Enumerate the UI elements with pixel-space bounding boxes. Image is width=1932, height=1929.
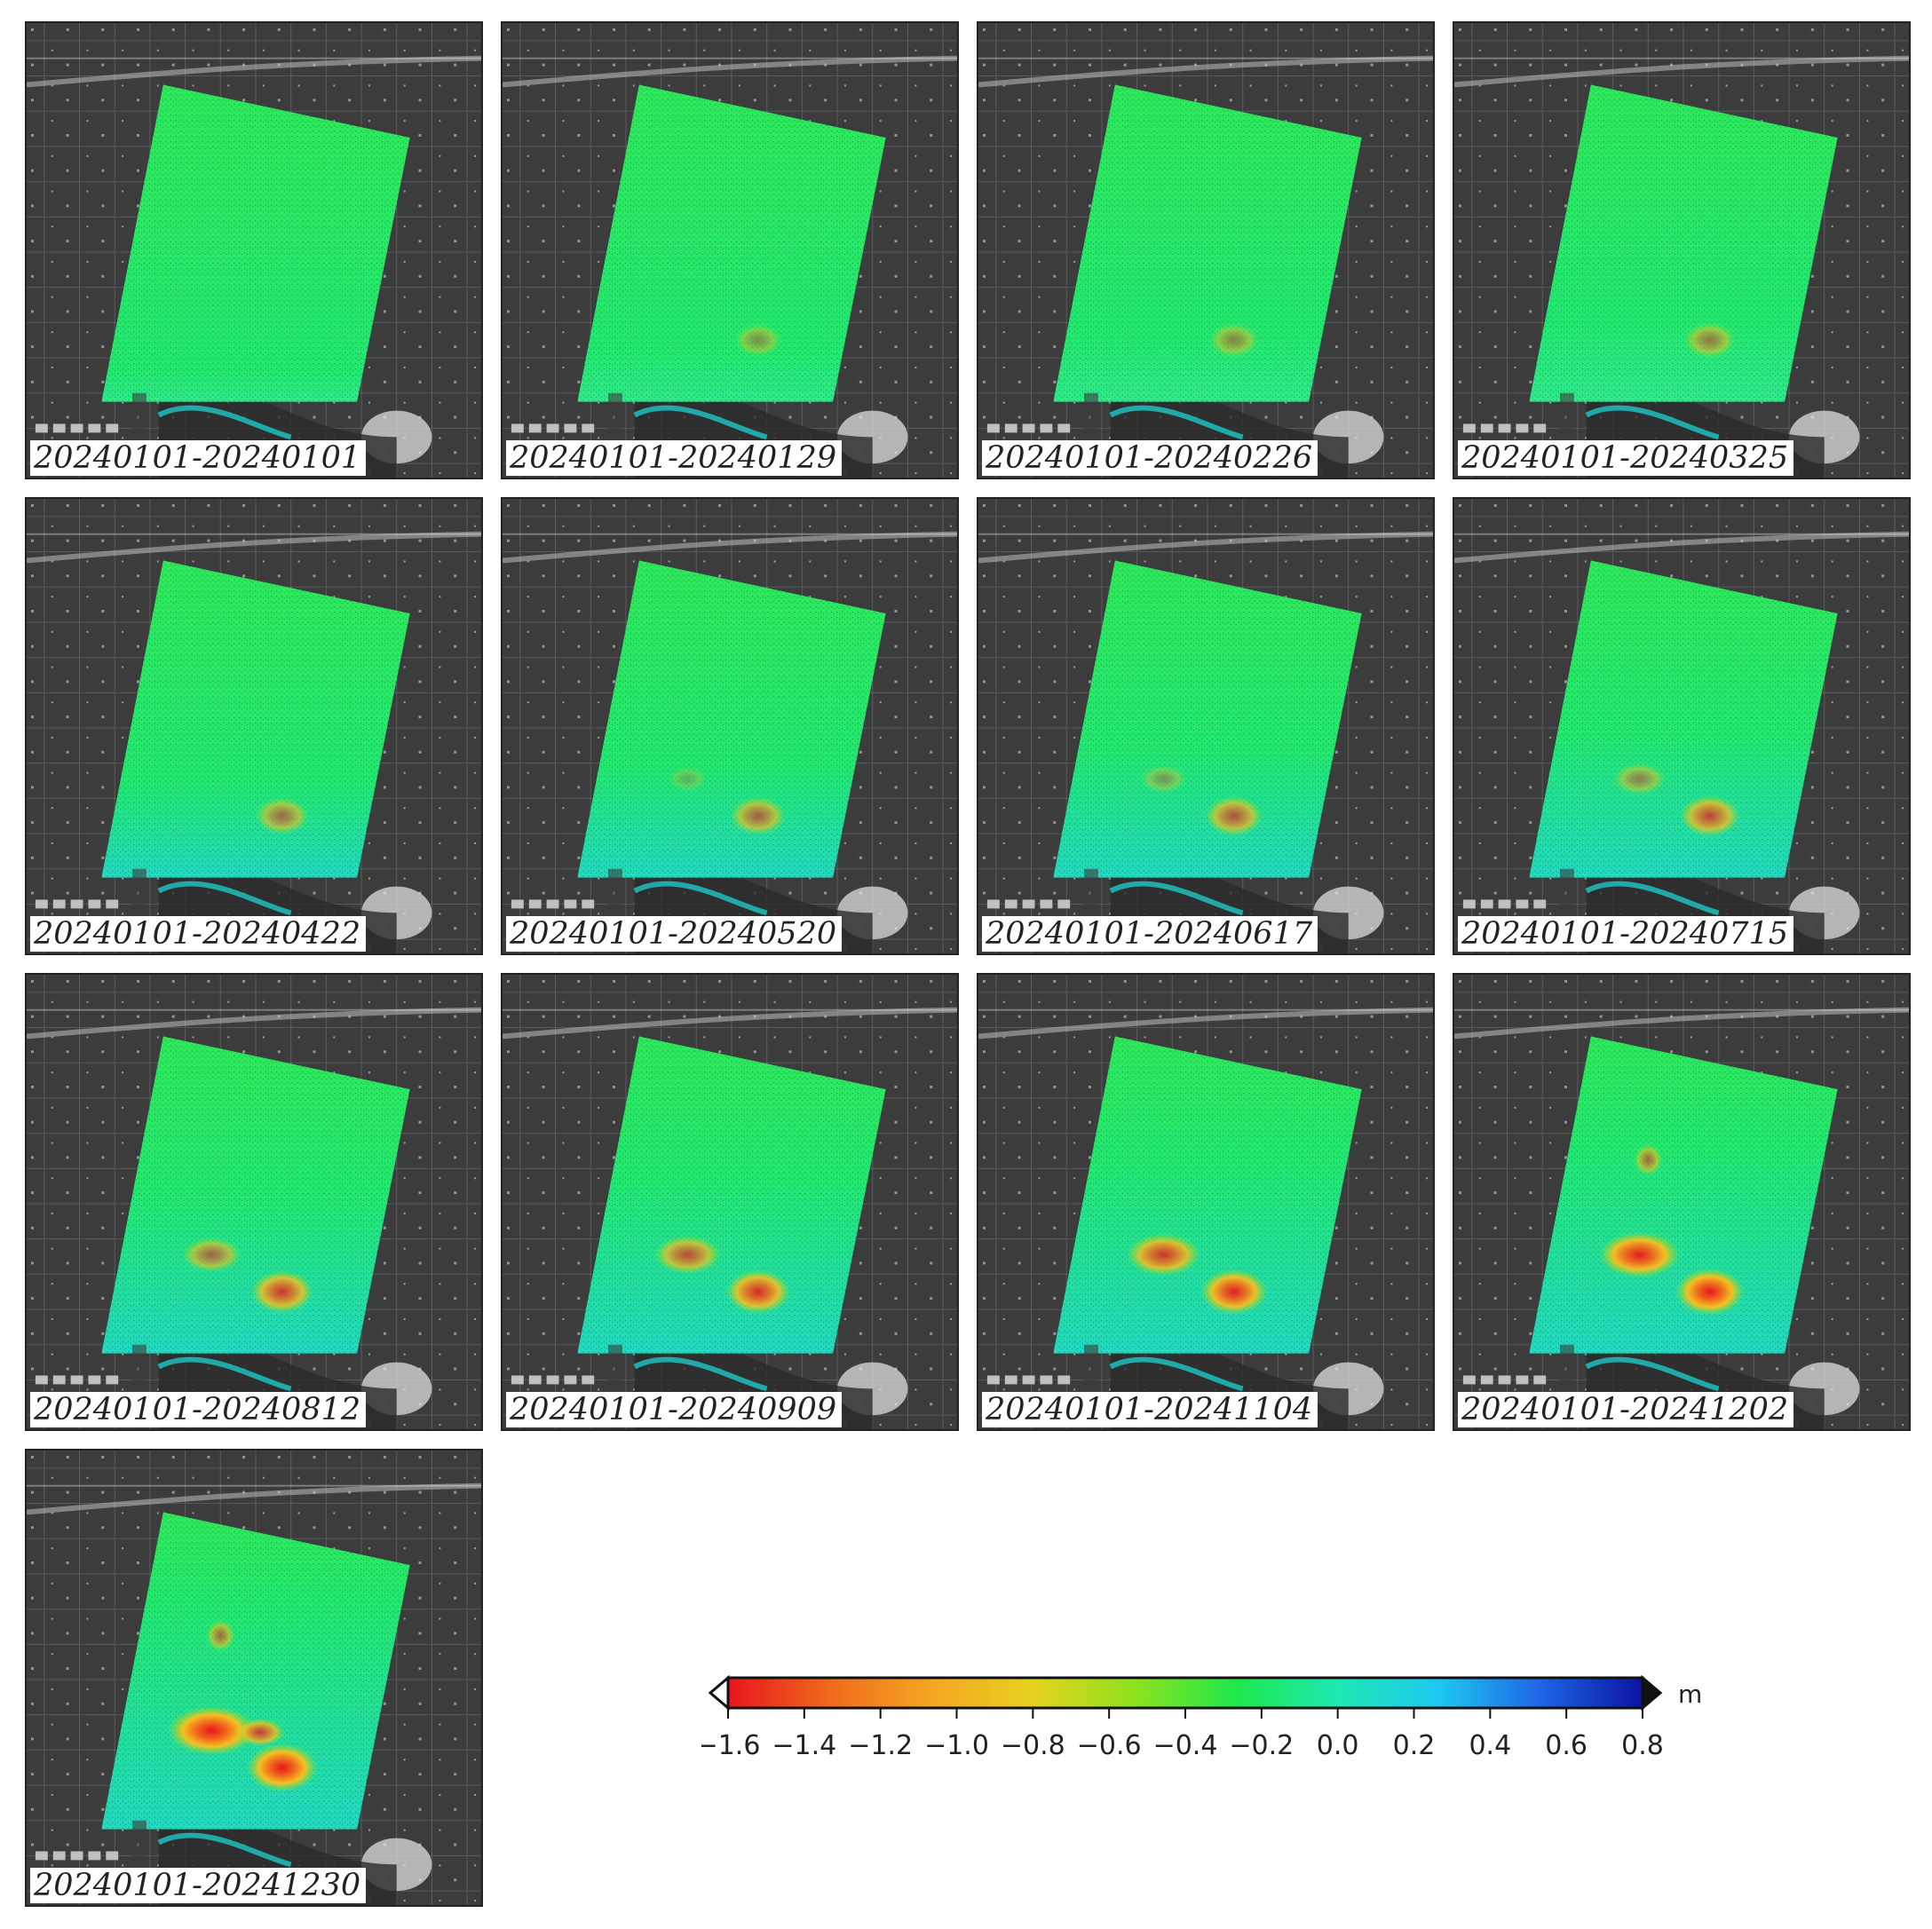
- subsidence-hotspot: [1675, 1268, 1745, 1316]
- subsidence-hotspot: [250, 1269, 314, 1314]
- colorbar-min-extend-arrow: [708, 1674, 730, 1712]
- subsidence-hotspot: [1200, 1269, 1268, 1316]
- panel-date-range-label: 20240101-20240909: [506, 1392, 843, 1427]
- panel-date-range-label: 20240101-20241202: [1458, 1392, 1794, 1427]
- deformation-map: [503, 975, 957, 1429]
- panel-date-range-label: 20240101-20240812: [30, 1392, 367, 1427]
- panel-date-range-label: 20240101-20240101: [30, 440, 367, 476]
- deformation-map: [27, 499, 481, 953]
- colorbar-tick-label: −0.6: [1077, 1730, 1142, 1761]
- colorbar-gradient: [726, 1676, 1644, 1710]
- panel-date-range-label: 20240101-20240617: [982, 916, 1318, 952]
- subsidence-hotspot: [1634, 1143, 1663, 1176]
- map-panel: 20240101-20240812: [25, 973, 483, 1431]
- map-panel: 20240101-20240715: [1453, 497, 1911, 955]
- colorbar-tick-label: −0.2: [1229, 1730, 1294, 1761]
- deformation-map: [978, 23, 1433, 478]
- colorbar-tick-label: 0.6: [1545, 1730, 1588, 1761]
- subsidence-hotspot: [1204, 795, 1263, 836]
- subsidence-hotspot: [206, 1619, 235, 1652]
- map-panel: 20240101-20241230: [25, 1449, 483, 1907]
- subsidence-hotspot: [1598, 1231, 1681, 1278]
- colorbar-tick-label: −1.6: [701, 1730, 760, 1761]
- subsidence-hotspot: [1126, 1233, 1201, 1277]
- colorbar-tick-label: 0.8: [1621, 1730, 1664, 1761]
- colorbar-tick-label: −0.4: [1153, 1730, 1218, 1761]
- colorbar-ticks: −1.6 −1.4 −1.2 −1.0 −0.8 −0.6 −0.4 −0.2 0.0 0.2 0.…: [696, 1708, 1664, 1761]
- panel-date-range-label: 20240101-20240325: [1458, 440, 1794, 476]
- deformation-map: [1454, 23, 1909, 478]
- colorbar-tick-label: −1.0: [924, 1730, 989, 1761]
- deformation-map: [27, 975, 481, 1429]
- colorbar-tick-label: −0.8: [1001, 1730, 1065, 1761]
- deformation-map: [1454, 975, 1909, 1429]
- map-panel: 20240101-20240520: [501, 497, 959, 955]
- map-panel: 20240101-20240226: [977, 21, 1435, 479]
- panel-date-range-label: 20240101-20240226: [982, 440, 1318, 476]
- map-panel: 20240101-20241202: [1453, 973, 1911, 1431]
- deformation-map: [27, 23, 481, 478]
- map-panel: 20240101-20240617: [977, 497, 1435, 955]
- deformation-map: [503, 499, 957, 953]
- subsidence-hotspot: [255, 797, 310, 835]
- map-panel: 20240101-20240129: [501, 21, 959, 479]
- subsidence-hotspot: [668, 766, 708, 792]
- map-panel: 20240101-20240909: [501, 973, 959, 1431]
- subsidence-hotspot: [167, 1705, 256, 1756]
- subsidence-hotspot: [1208, 322, 1259, 358]
- colorbar-tick-label: −1.2: [848, 1730, 913, 1761]
- subsidence-hotspot: [730, 796, 787, 836]
- colorbar-max-extend-arrow: [1641, 1674, 1663, 1712]
- colorbar-graphic: m −1.6 −1.4 −1.2 −1.0 −0.8 −0.6 −0.4 −0.2 0.0 0.2…: [696, 1674, 1702, 1761]
- panel-date-range-label: 20240101-20241230: [30, 1868, 367, 1903]
- colorbar-tick-label: 0.0: [1317, 1730, 1359, 1761]
- colorbar-tick-label: 0.4: [1469, 1730, 1511, 1761]
- colorbar-tick-label: 0.2: [1393, 1730, 1436, 1761]
- map-panel: 20240101-20240325: [1453, 21, 1911, 479]
- subsidence-hotspot: [246, 1743, 318, 1792]
- map-panel: 20240101-20241104: [977, 973, 1435, 1431]
- panel-date-range-label: 20240101-20240129: [506, 440, 843, 476]
- colorbar-unit: m: [1678, 1680, 1702, 1709]
- panel-date-range-label: 20240101-20240422: [30, 916, 367, 952]
- deformation-map: [1454, 499, 1909, 953]
- deformation-map: [978, 499, 1433, 953]
- subsidence-hotspot: [653, 1235, 722, 1275]
- subsidence-hotspot: [1140, 764, 1187, 794]
- panel-date-range-label: 20240101-20240520: [506, 916, 843, 952]
- deformation-map: [27, 1451, 481, 1905]
- map-panel: 20240101-20240422: [25, 497, 483, 955]
- panel-date-range-label: 20240101-20241104: [982, 1392, 1318, 1427]
- panel-date-range-label: 20240101-20240715: [1458, 916, 1794, 952]
- subsidence-hotspot: [1683, 321, 1737, 359]
- subsidence-hotspot: [1612, 763, 1667, 795]
- colorbar-tick-label: −1.4: [772, 1730, 836, 1761]
- subsidence-hotspot: [181, 1237, 242, 1273]
- colorbar: m −1.6 −1.4 −1.2 −1.0 −0.8 −0.6 −0.4 −0.2 0.0 0.2…: [696, 1669, 1705, 1793]
- deformation-map: [978, 975, 1433, 1429]
- subsidence-hotspot: [235, 1718, 285, 1747]
- deformation-map: [503, 23, 957, 478]
- subsidence-hotspot: [733, 323, 782, 357]
- subsidence-hotspot: [1679, 795, 1740, 837]
- map-panel: 20240101-20240101: [25, 21, 483, 479]
- subsidence-hotspot: [725, 1269, 791, 1315]
